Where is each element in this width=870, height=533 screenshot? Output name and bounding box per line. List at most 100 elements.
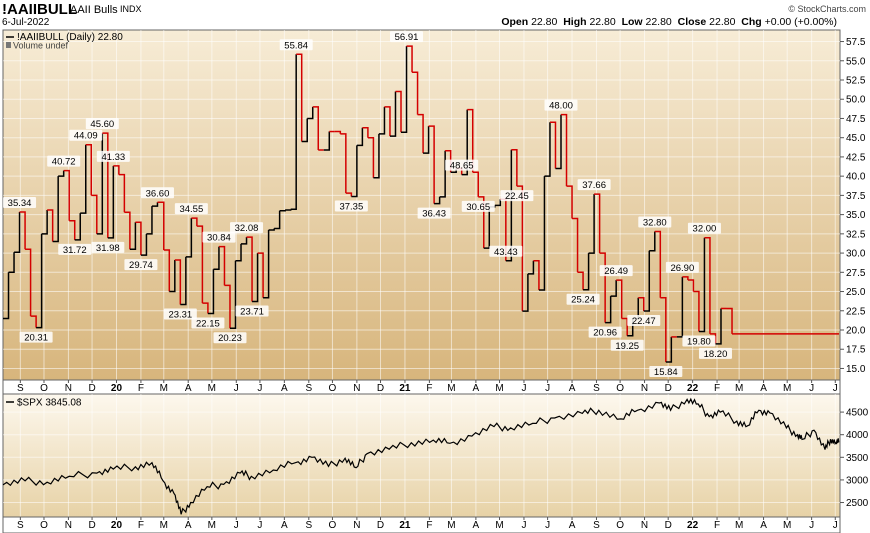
bulls-segment [96, 133, 104, 235]
x-axis-upper-tick-label: N [65, 383, 72, 394]
peak-label-bg [124, 259, 158, 271]
peak-label: 32.80 [643, 218, 667, 229]
peak-label-bg [687, 222, 721, 234]
spx-plot-area [2, 393, 841, 518]
peak-label-bg [627, 315, 661, 326]
bulls-y-tick-label: 47.5 [846, 114, 866, 125]
bulls-segment [709, 333, 717, 344]
x-axis-upper-tick-label: J [545, 383, 550, 394]
peak-label: 22.47 [632, 316, 656, 327]
x-axis-lower-tick-label: S [305, 520, 312, 531]
bulls-segment [307, 106, 314, 120]
x-axis-upper-tick-label: D [665, 383, 672, 394]
x-axis-upper-tick-label: M [495, 383, 503, 394]
bulls-segment [146, 206, 153, 235]
x-axis-upper-tick-label: F [714, 383, 720, 394]
bulls-segment [218, 245, 226, 286]
x-axis-upper-tick-label: N [641, 383, 648, 394]
bulls-y-tick-label: 57.5 [846, 37, 866, 48]
x-axis-upper-tick-label: 21 [399, 383, 411, 394]
x-axis-upper-tick-label: J [809, 383, 814, 394]
bulls-y-tick-label: 35.0 [846, 210, 866, 221]
bulls-segment [91, 194, 98, 234]
peak-label: 37.66 [582, 180, 606, 191]
ohlc-readout: Open 22.80 High 22.80 Low 22.80 Close 22… [501, 16, 837, 28]
bulls-segment [544, 122, 551, 177]
bulls-segment [401, 46, 408, 134]
bulls-segment [566, 185, 573, 219]
peak-label-bg [682, 335, 716, 347]
bulls-segment [616, 279, 623, 319]
x-axis-upper-tick-label: S [593, 383, 600, 394]
bulls-segment [472, 171, 479, 197]
peak-label: 45.60 [90, 119, 114, 130]
spx-y-tick-label: 4500 [846, 408, 869, 419]
bulls-segment [41, 210, 48, 235]
bulls-segment [74, 213, 81, 241]
bulls-y-tick-label: 30.0 [846, 249, 866, 260]
x-axis-lower-tick-label: O [329, 520, 337, 531]
peak-label: 22.45 [505, 191, 529, 202]
peak-label: 20.23 [218, 333, 242, 344]
low-value: 22.80 [645, 16, 672, 28]
peak-label: 26.49 [604, 266, 628, 277]
bulls-segment [85, 143, 93, 196]
peak-label-bg [202, 231, 236, 243]
x-axis-lower-tick-label: J [521, 520, 526, 531]
peak-label-bg [235, 305, 269, 317]
x-axis-upper-tick-label: 20 [111, 383, 123, 394]
bulls-y-tick-label: 22.5 [846, 306, 866, 317]
bulls-segment [577, 271, 584, 290]
spx-legend: $SPX 3845.08 [17, 398, 82, 409]
peak-label: 32.00 [693, 224, 717, 235]
x-axis-lower-tick-label: M [495, 520, 503, 531]
x-axis-lower-tick-label: J [257, 520, 262, 531]
bulls-segment [434, 196, 441, 205]
x-axis-upper-tick-label: F [138, 383, 144, 394]
bulls-segment [52, 176, 59, 243]
peak-label: 18.20 [704, 349, 728, 360]
peak-label: 44.09 [74, 131, 98, 142]
bulls-segment [301, 118, 308, 143]
bulls-segment [191, 217, 198, 227]
spx-panel: 2500 3000 3500 4000 4500 $SPX 3845.08 [2, 393, 869, 518]
bulls-y-tick-label: 25.0 [846, 287, 866, 298]
peak-label: 20.31 [24, 333, 48, 344]
x-axis-lower-tick-label: M [160, 520, 168, 531]
bulls-segment [36, 233, 43, 329]
x-axis-lower-tick-label: M [783, 520, 791, 531]
bulls-segment [726, 307, 733, 334]
peak-label: 40.72 [52, 157, 76, 168]
peak-label-bg [174, 203, 208, 215]
x-axis-lower-tick-label: M [735, 520, 743, 531]
bulls-segment [323, 131, 331, 151]
bulls-segment [461, 109, 468, 176]
x-axis-upper-tick-label: A [569, 383, 576, 394]
x-axis-upper-tick-label: A [185, 383, 192, 394]
x-axis-lower: S O N D 20 F M A M J J A S O N D 21 F M A M J J A S O N D 22 F M A M J J [2, 516, 841, 533]
x-axis-upper-tick-label: S [305, 383, 312, 394]
peak-label: 41.33 [101, 152, 125, 163]
peak-label-bg [566, 293, 600, 305]
bulls-segment [140, 233, 148, 256]
bulls-segment [698, 237, 706, 333]
bulls-segment [511, 149, 518, 187]
bulls-segment [417, 113, 424, 154]
peak-label: 32.08 [235, 223, 259, 234]
x-axis-upper-tick-label: N [353, 383, 360, 394]
bulls-segment [290, 54, 297, 210]
x-axis-lower-tick-label: 22 [687, 520, 699, 531]
bulls-segment [69, 220, 76, 240]
x-axis-lower-tick-label: A [185, 520, 192, 531]
bulls-segment [483, 206, 491, 249]
bulls-y-tick-label: 32.5 [846, 229, 866, 240]
peak-label: 36.60 [146, 188, 170, 199]
bulls-segment [660, 296, 667, 362]
bulls-segment [610, 280, 617, 297]
peak-label: 36.43 [422, 209, 446, 220]
x-axis-upper-tick-label: J [833, 383, 838, 394]
bulls-segment [621, 317, 628, 336]
bulls-segment [345, 192, 353, 197]
peak-label-bg [19, 331, 53, 343]
x-axis-lower-tick-label: 20 [111, 520, 123, 531]
